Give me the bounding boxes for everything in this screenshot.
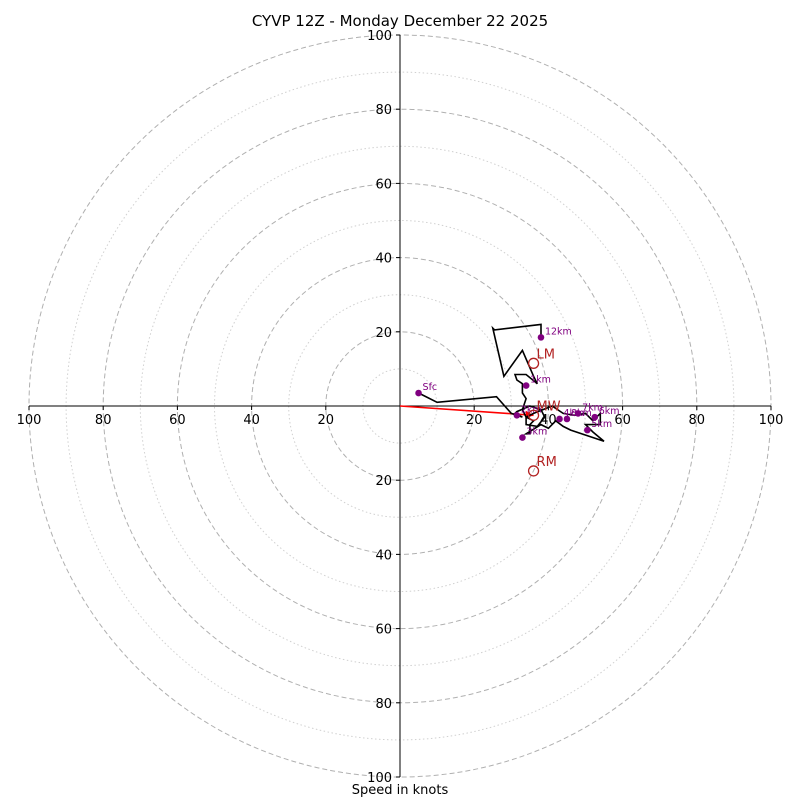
storm-motions: LM MW RM: [527, 347, 561, 477]
y-tick-label-top-80: 80: [375, 103, 392, 118]
hodograph-trace: [418, 323, 605, 442]
x-tick-label-right-100: 100: [759, 413, 784, 428]
x-tick-label-left-20: 20: [318, 413, 335, 428]
level-label-3km: 3km: [526, 427, 547, 438]
storm-motion-label-lm: LM: [537, 347, 555, 362]
y-tick-label-bottom-40: 40: [375, 548, 392, 563]
x-tick-label-left-60: 60: [169, 413, 186, 428]
x-axis-label: Speed in knots: [351, 783, 449, 798]
level-label-1km: 1km: [530, 375, 551, 386]
level-point-8km: [563, 415, 571, 423]
x-tick-label-left-40: 40: [243, 413, 260, 428]
x-tick-label-right-20: 20: [466, 413, 483, 428]
level-point-2km: [513, 411, 521, 419]
y-tick-label-top-60: 60: [375, 177, 392, 192]
storm-motion-marker-rm: [527, 465, 540, 477]
x-tick-label-left-100: 100: [17, 413, 42, 428]
level-label-2km: 2km: [521, 404, 542, 415]
height-levels: Sfc1km2km3km4km5km6km8km7km12km: [415, 326, 620, 441]
y-tick-label-top-100: 100: [367, 29, 392, 44]
x-tick-label-right-80: 80: [689, 413, 706, 428]
level-point-sfc: [415, 389, 422, 397]
level-label-6km: 6km: [599, 406, 620, 417]
level-label-5km: 5km: [591, 419, 612, 430]
x-tick-label-right-60: 60: [614, 413, 631, 428]
level-point-5km: [584, 426, 591, 434]
level-point-7km: [574, 410, 582, 417]
level-label-4km: 4km: [564, 408, 585, 419]
level-point-12km: [537, 334, 545, 341]
y-tick-label-top-40: 40: [375, 252, 392, 267]
level-point-1km: [522, 382, 530, 389]
level-label-sfc: Sfc: [423, 382, 438, 393]
y-tick-label-bottom-80: 80: [375, 697, 392, 712]
storm-motion-label-mw: MW: [537, 399, 561, 414]
y-tick-label-bottom-20: 20: [375, 474, 392, 489]
storm-motion-label-rm: RM: [537, 455, 557, 470]
storm-motion-marker-mw: [527, 409, 540, 421]
hodograph-trace-group: [418, 323, 605, 442]
storm-motion-marker-lm: [527, 357, 540, 369]
level-label-12km: 12km: [545, 326, 572, 337]
level-label-7km: 7km: [582, 402, 603, 413]
level-point-4km: [556, 415, 563, 423]
y-tick-label-top-20: 20: [375, 326, 392, 341]
x-tick-label-left-80: 80: [95, 413, 112, 428]
axis-ticks: 100 80 60 40 20 20 40 60 80 100 20 40 60 80 100 100 80 60…: [17, 29, 784, 786]
level-point-6km: [591, 413, 599, 421]
level-point-3km: [519, 434, 526, 441]
y-tick-label-bottom-60: 60: [375, 623, 392, 638]
y-tick-label-bottom-100: 100: [367, 771, 392, 786]
chart-title: CYVP 12Z - Monday December 22 2025: [251, 12, 549, 30]
